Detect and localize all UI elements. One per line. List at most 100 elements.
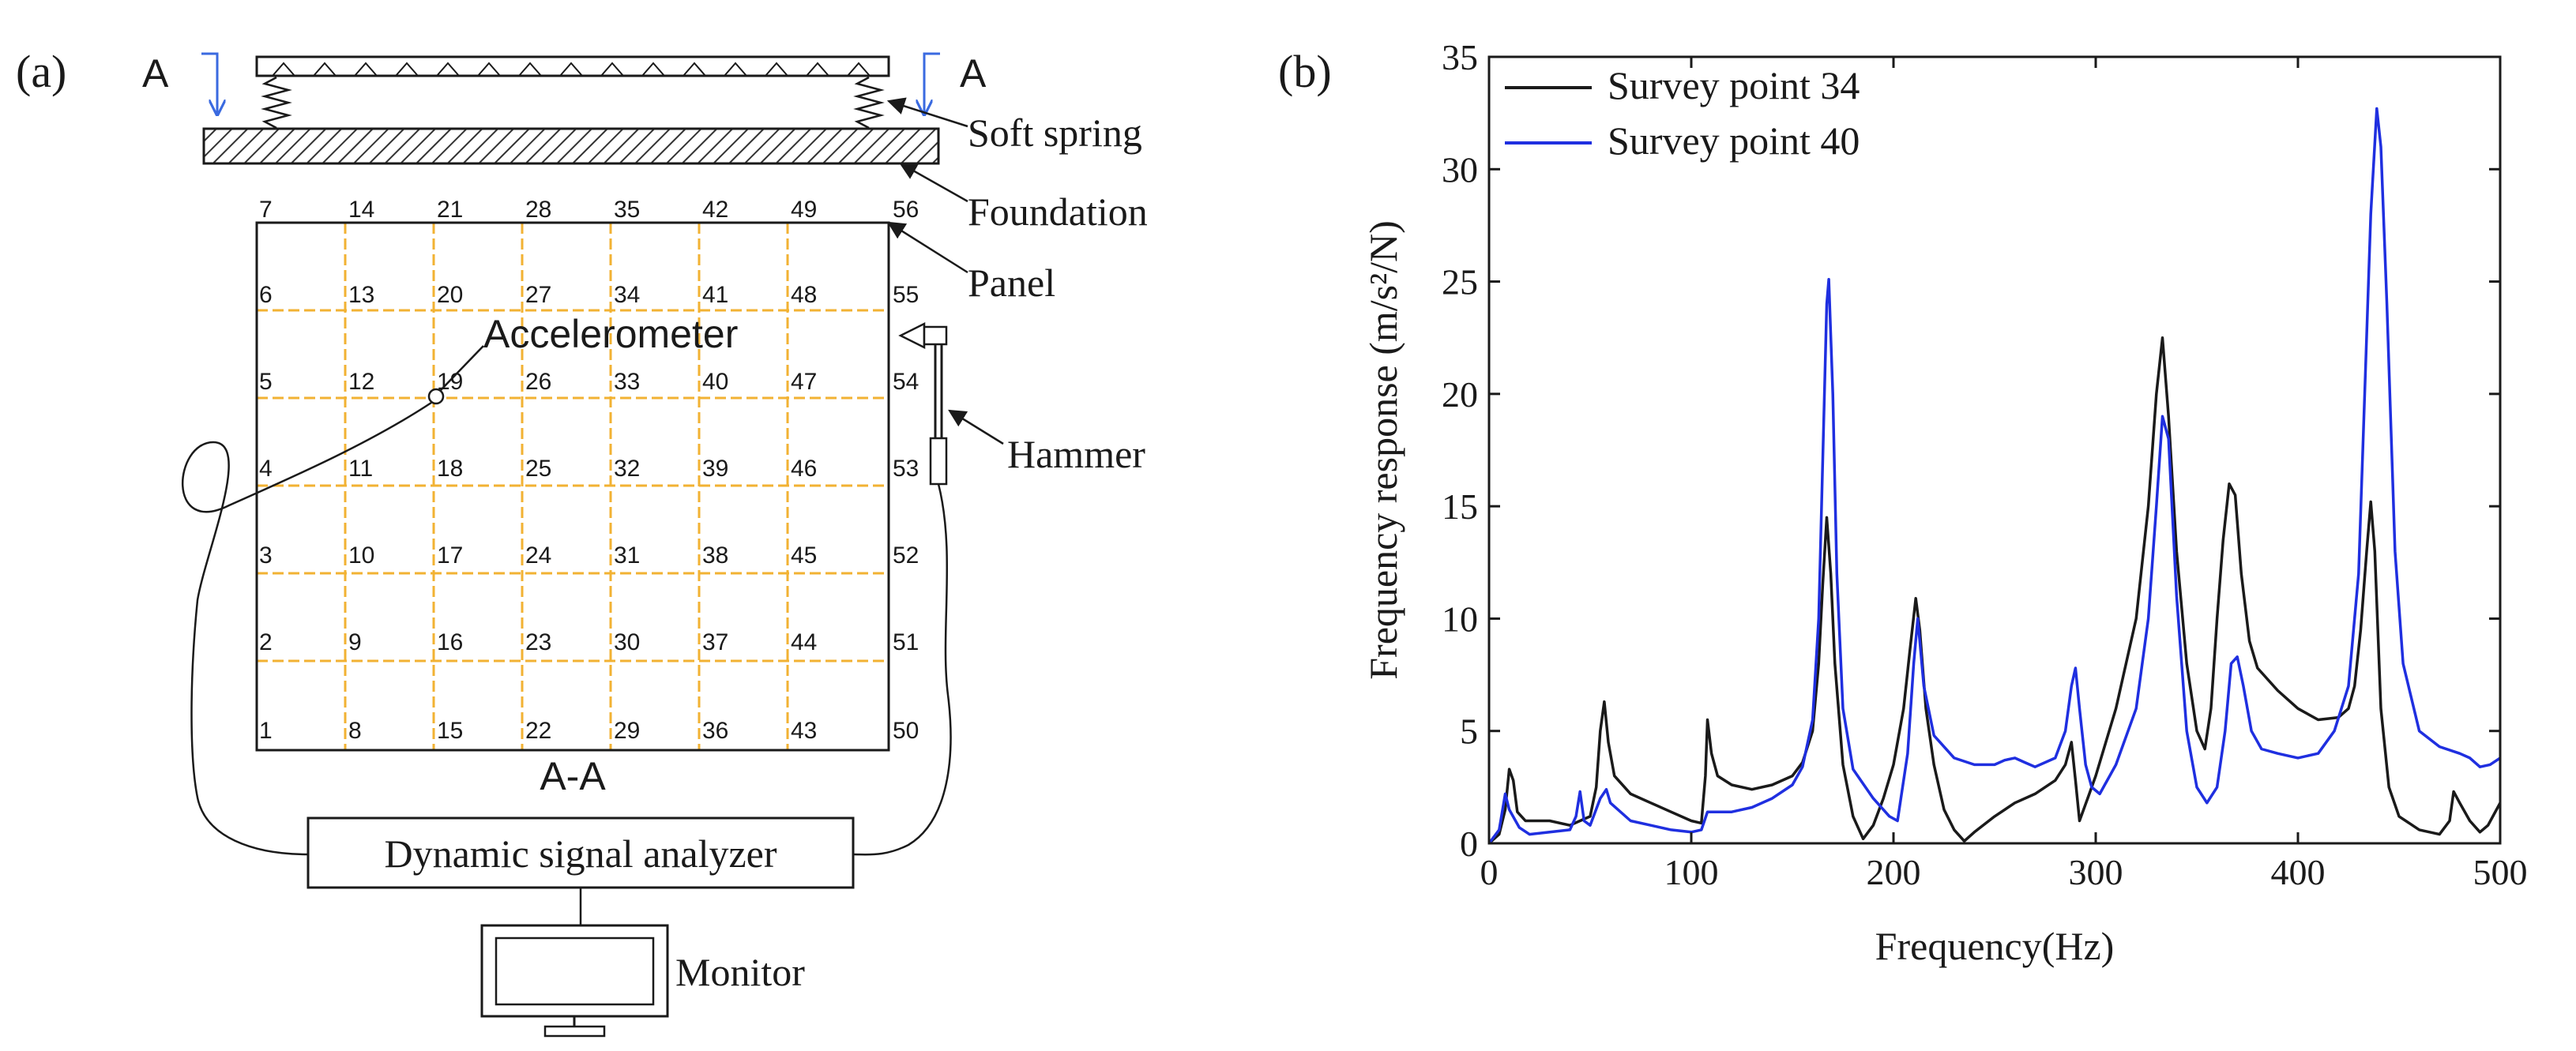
grid-point-number: 15 xyxy=(437,718,463,744)
grid-point-number: 1 xyxy=(259,718,273,744)
grid-point-number: 36 xyxy=(702,718,728,744)
series-line-1 xyxy=(1487,336,2502,845)
grid-point-number: 56 xyxy=(893,197,919,223)
grid-point-number: 48 xyxy=(791,282,817,308)
grid-point-number: 31 xyxy=(614,542,640,569)
grid-point-number: 38 xyxy=(702,542,728,569)
grid-point-number: 21 xyxy=(437,197,463,223)
monitor-label: Monitor xyxy=(675,950,805,994)
analyzer-box xyxy=(306,816,855,889)
grid-point-number: 53 xyxy=(893,456,919,482)
y-tick-label: 20 xyxy=(1442,374,1478,415)
panel-outline xyxy=(255,221,890,752)
grid-point-number: 17 xyxy=(437,542,463,569)
panel-plate-side xyxy=(255,55,890,77)
x-tick-label: 300 xyxy=(2069,852,2123,892)
grid-point-number: 39 xyxy=(702,456,728,482)
plate-mark xyxy=(847,62,871,77)
y-tick-label: 25 xyxy=(1442,262,1478,302)
panel-pointer xyxy=(887,221,968,274)
section-arrow-right xyxy=(924,52,940,114)
grid-point-number: 27 xyxy=(525,282,551,308)
panel-label: Panel xyxy=(968,261,1055,305)
series-line-2 xyxy=(1487,107,2501,845)
grid-point-number: 41 xyxy=(702,282,728,308)
grid-point-number: 9 xyxy=(348,629,362,655)
grid-point-number: 44 xyxy=(791,629,817,655)
y-tick-label: 0 xyxy=(1460,824,1478,864)
x-axis-label: Frequency(Hz) xyxy=(1875,924,2115,968)
grid-point-number: 34 xyxy=(614,282,640,308)
grid-point-number: 26 xyxy=(525,369,551,395)
grid-point-number: 5 xyxy=(259,369,273,395)
grid-point-number: 10 xyxy=(348,542,374,569)
accelerometer-cable xyxy=(181,401,432,856)
grid-point-number: 25 xyxy=(525,456,551,482)
soft-spring-pointer xyxy=(886,97,968,128)
hammer-label: Hammer xyxy=(1007,432,1145,476)
grid-point-number: 55 xyxy=(893,282,919,308)
grid-point-number: 14 xyxy=(348,197,374,223)
soft-spring-label: Soft spring xyxy=(968,111,1142,155)
plate-mark xyxy=(806,62,829,77)
plate-mark xyxy=(313,62,337,77)
spring-left xyxy=(261,76,292,129)
foundation-label: Foundation xyxy=(968,190,1148,234)
chart: 0 100 200 300 400 500 0 5 10 15 20 25 30 35 Frequency(… xyxy=(1361,37,2528,968)
grid-point-number: 13 xyxy=(348,282,374,308)
grid-point-number: 18 xyxy=(437,456,463,482)
plate-mark xyxy=(724,62,747,77)
x-tick-label: 200 xyxy=(1867,852,1921,892)
panel-b-letter: (b) xyxy=(1278,46,1332,97)
hammer-cable xyxy=(852,483,952,856)
grid-point-number: 20 xyxy=(437,282,463,308)
y-tick-label: 10 xyxy=(1442,599,1478,639)
plate-mark xyxy=(477,62,501,77)
grid-numbers: 7 14 21 28 35 42 49 566 13 20 27 34 41 48 555 12 19 26 33 4… xyxy=(259,197,919,744)
grid-point-number: 24 xyxy=(525,542,551,569)
legend-label-1: Survey point 34 xyxy=(1608,63,1860,107)
accelerometer-sensor xyxy=(427,388,445,405)
grid-point-number: 23 xyxy=(525,629,551,655)
accelerometer-label: Accelerometer xyxy=(483,312,738,356)
panel-plate-marks xyxy=(272,62,871,77)
spring-right xyxy=(853,76,885,129)
grid-point-number: 29 xyxy=(614,718,640,744)
grid-point-number: 2 xyxy=(259,629,273,655)
accelerometer-pointer xyxy=(440,345,484,391)
section-label-right: A xyxy=(960,51,987,96)
panel-b: (b) 0 100 200 300 400 500 0 5 10 15 20 25 30 35 Freque… xyxy=(1278,37,2528,968)
y-tick-label: 35 xyxy=(1442,37,1478,77)
x-tick-label: 100 xyxy=(1664,852,1719,892)
grid-point-number: 40 xyxy=(702,369,728,395)
plate-mark xyxy=(683,62,706,77)
plate-mark xyxy=(765,62,788,77)
plate-mark xyxy=(559,62,583,77)
grid-point-number: 45 xyxy=(791,542,817,569)
y-tick-label: 15 xyxy=(1442,486,1478,527)
x-tick-label: 0 xyxy=(1480,852,1499,892)
plate-mark xyxy=(641,62,665,77)
plate-mark xyxy=(518,62,542,77)
panel-a-letter: (a) xyxy=(16,46,66,97)
grid-point-number: 6 xyxy=(259,282,273,308)
analyzer-label: Dynamic signal analyzer xyxy=(384,831,777,876)
plate-mark xyxy=(395,62,419,77)
grid-point-number: 11 xyxy=(348,456,373,482)
panel-grid xyxy=(257,223,889,750)
grid-point-number: 49 xyxy=(791,197,817,223)
y-axis-label: Frequency response (m/s²/N) xyxy=(1361,220,1405,680)
y-tick-label: 30 xyxy=(1442,149,1478,190)
grid-point-number: 33 xyxy=(614,369,640,395)
panel-a: (a) A A Soft spring Foundation Panel 7 14… xyxy=(16,46,1148,1038)
grid-point-number: 4 xyxy=(259,456,273,482)
plate-mark xyxy=(600,62,624,77)
grid-point-number: 37 xyxy=(702,629,728,655)
grid-point-number: 7 xyxy=(259,197,273,223)
grid-point-number: 30 xyxy=(614,629,640,655)
plate-mark xyxy=(436,62,460,77)
foundation-pointer xyxy=(899,162,968,203)
grid-point-number: 42 xyxy=(702,197,728,223)
grid-point-number: 8 xyxy=(348,718,362,744)
